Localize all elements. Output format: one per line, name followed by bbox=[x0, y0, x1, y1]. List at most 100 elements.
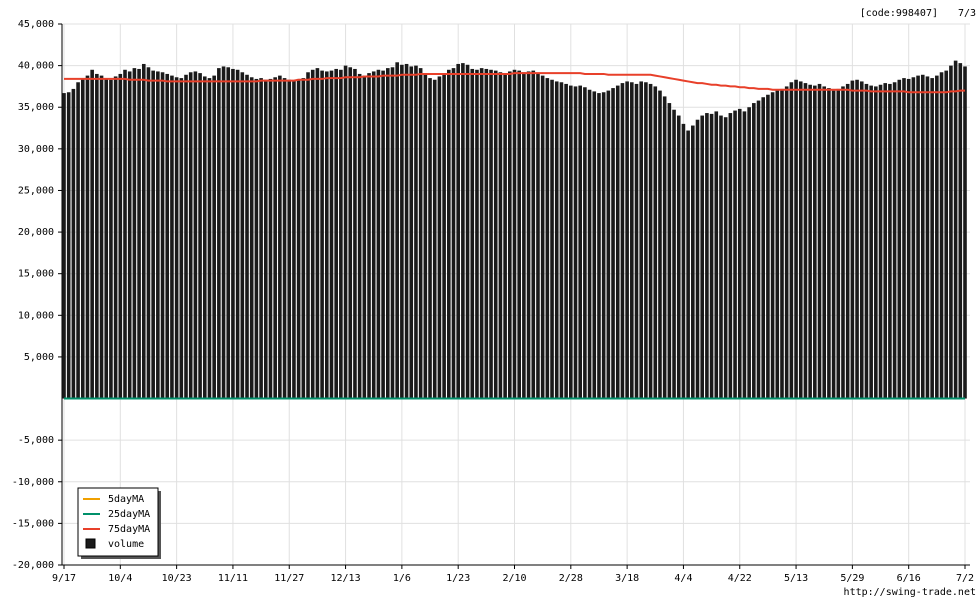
volume-bar bbox=[353, 68, 357, 399]
volume-bar bbox=[188, 72, 193, 399]
volume-bar bbox=[742, 111, 747, 399]
x-tick-label: 1/6 bbox=[393, 573, 411, 584]
volume-bar bbox=[479, 68, 484, 399]
volume-bar bbox=[85, 75, 90, 399]
x-tick-label: 10/4 bbox=[108, 573, 132, 584]
volume-bar bbox=[249, 77, 254, 399]
volume-bar bbox=[404, 63, 409, 399]
volume-bar bbox=[611, 88, 615, 399]
volume-bar bbox=[254, 78, 259, 399]
volume-bar bbox=[357, 73, 362, 399]
volume-bar bbox=[310, 69, 315, 399]
volume-bar bbox=[367, 73, 371, 399]
volume-bar bbox=[395, 62, 399, 399]
volume-bar bbox=[385, 68, 390, 399]
volume-bar bbox=[906, 78, 911, 399]
volume-bar bbox=[418, 68, 423, 399]
volume-bar bbox=[90, 69, 94, 399]
x-tick-label: 11/11 bbox=[218, 573, 248, 584]
legend-label: 5dayMA bbox=[108, 494, 144, 505]
volume-bar bbox=[231, 68, 235, 399]
volume-bar bbox=[695, 119, 700, 399]
volume-bar bbox=[653, 86, 658, 399]
volume-bar bbox=[850, 80, 855, 399]
volume-bar bbox=[512, 69, 517, 399]
volume-bar bbox=[545, 78, 550, 399]
volume-bar bbox=[559, 82, 564, 399]
volume-bar bbox=[798, 81, 803, 399]
volume-bar bbox=[953, 60, 958, 399]
volume-bar bbox=[747, 107, 751, 399]
volume-bar bbox=[292, 80, 296, 399]
volume-bar bbox=[639, 81, 644, 399]
x-tick-label: 2/28 bbox=[559, 573, 583, 584]
legend: 5dayMA 25dayMA 75dayMA volume bbox=[77, 487, 161, 559]
volume-bar bbox=[113, 76, 118, 399]
volume-bar bbox=[935, 75, 939, 399]
volume-bar bbox=[498, 72, 503, 399]
volume-bar bbox=[320, 70, 324, 399]
volume-bar bbox=[597, 93, 601, 399]
x-tick-label: 9/17 bbox=[52, 573, 76, 584]
volume-bar bbox=[601, 92, 606, 399]
legend-label: 75dayMA bbox=[108, 524, 150, 535]
volume-bar bbox=[888, 83, 892, 399]
volume-bar bbox=[770, 92, 775, 399]
x-tick-label: 3/18 bbox=[615, 573, 639, 584]
volume-bar bbox=[123, 69, 127, 399]
volume-bar bbox=[503, 73, 507, 399]
volume-bar bbox=[282, 78, 287, 399]
volume-bar bbox=[864, 83, 869, 399]
y-tick-label: -15,000 bbox=[12, 518, 54, 529]
volume-bar bbox=[813, 85, 817, 399]
volume-bar bbox=[883, 83, 888, 399]
y-tick-label: 45,000 bbox=[18, 19, 54, 30]
volume-bar bbox=[625, 81, 629, 399]
volume-bar bbox=[301, 78, 306, 399]
volume-bar bbox=[240, 72, 245, 399]
volume-bar bbox=[371, 71, 376, 399]
volume-bar bbox=[784, 86, 789, 399]
volume-bar bbox=[493, 70, 498, 399]
volume-bar bbox=[71, 88, 76, 399]
volume-bar bbox=[329, 70, 334, 399]
volume-bar bbox=[522, 72, 526, 399]
volume-bar bbox=[99, 75, 104, 399]
y-tick-label: 30,000 bbox=[18, 144, 54, 155]
volume-bar bbox=[620, 83, 625, 399]
volume-bar bbox=[578, 85, 582, 399]
volume-bar bbox=[381, 70, 385, 399]
volume-bar bbox=[691, 125, 695, 399]
volume-bar bbox=[728, 113, 733, 399]
volume-bar bbox=[569, 85, 573, 399]
volume-bar bbox=[423, 73, 428, 399]
volume-bar bbox=[465, 64, 470, 399]
volume-bar bbox=[207, 78, 212, 399]
volume-bar bbox=[723, 117, 728, 399]
volume-bar bbox=[592, 91, 597, 399]
volume-bar bbox=[775, 90, 780, 399]
volume-bar bbox=[343, 65, 348, 399]
volume-bar bbox=[766, 94, 770, 399]
volume-bar bbox=[362, 75, 367, 399]
volume-bar bbox=[845, 83, 850, 399]
volume-bar bbox=[179, 78, 184, 399]
volume-bar bbox=[822, 86, 827, 399]
volume-bar bbox=[80, 78, 85, 399]
volume-bar bbox=[447, 69, 451, 399]
volume-bar bbox=[958, 63, 963, 399]
volume-bar bbox=[583, 87, 587, 399]
volume-bar bbox=[761, 97, 766, 399]
volume-bar bbox=[324, 71, 329, 399]
x-tick-label: 5/29 bbox=[840, 573, 864, 584]
volume-bar bbox=[874, 86, 878, 399]
volume-bar bbox=[390, 67, 395, 399]
volume-bar bbox=[170, 75, 174, 399]
volume-bar bbox=[132, 68, 137, 399]
volume-bar bbox=[432, 79, 437, 399]
volume-bar bbox=[672, 109, 676, 399]
volume-bar bbox=[526, 71, 531, 399]
source: http://swing-trade.net bbox=[844, 587, 976, 598]
volume-bar bbox=[752, 103, 756, 399]
volume-bar bbox=[235, 69, 240, 399]
